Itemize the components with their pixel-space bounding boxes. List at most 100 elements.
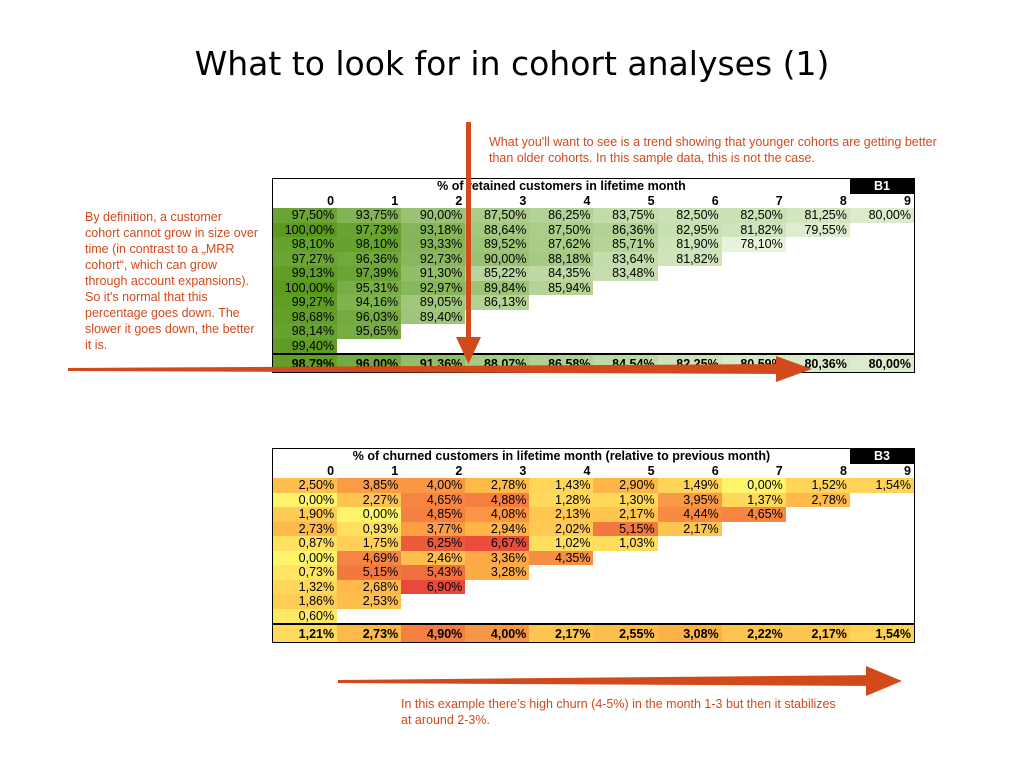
retention-cell: 85,22% xyxy=(465,266,530,281)
retention-cohort-row: 99,27% 94,16% 89,05% 86,13% xyxy=(273,295,914,310)
horizontal-arrow-head xyxy=(776,356,812,382)
churn-cell: 4,44% xyxy=(657,507,722,522)
retention-cell: 97,73% xyxy=(337,222,402,237)
retention-month-header: 1 xyxy=(391,193,399,208)
churn-cell: 5,15% xyxy=(593,521,658,536)
retention-cell: 82,50% xyxy=(657,208,722,223)
retention-cell: 86,13% xyxy=(465,295,530,310)
churn-cell: 1,02% xyxy=(529,536,594,551)
retention-cell: 85,94% xyxy=(529,280,594,295)
retention-month-header: 4 xyxy=(583,193,591,208)
churn-cell: 2,94% xyxy=(465,521,530,536)
churn-cell: 1,49% xyxy=(657,478,722,493)
note-cohort-definition: By definition, a customer cohort cannot … xyxy=(85,210,259,352)
churn-cohort-row: 0,73% 5,15% 5,43% 3,28% xyxy=(273,565,914,580)
retention-month-header: 5 xyxy=(647,193,655,208)
churn-badge: B3 xyxy=(849,449,914,464)
retention-cell: 78,10% xyxy=(721,237,786,252)
churn-cell: 1,75% xyxy=(337,536,402,551)
churn-cell: 0,73% xyxy=(273,565,338,580)
churn-average-cell: 4,00% xyxy=(465,623,530,642)
retention-cell: 81,82% xyxy=(657,251,722,266)
churn-cell: 3,77% xyxy=(401,521,466,536)
retention-cell: 83,48% xyxy=(593,266,658,281)
churn-cell: 1,37% xyxy=(721,492,786,507)
churn-average-cell: 2,73% xyxy=(337,623,402,642)
retention-cell: 93,33% xyxy=(401,237,466,252)
retention-cell: 88,64% xyxy=(465,222,530,237)
retention-cell: 100,00% xyxy=(273,222,338,237)
retention-cell: 86,36% xyxy=(593,222,658,237)
churn-month-header: 3 xyxy=(519,463,527,478)
churn-cell: 4,88% xyxy=(465,492,530,507)
churn-cell: 1,54% xyxy=(849,478,914,493)
churn-month-header: 0 xyxy=(327,463,335,478)
retention-cell: 96,36% xyxy=(337,251,402,266)
churn-average-cell: 2,22% xyxy=(721,623,786,642)
retention-cohort-row: 97,27% 96,36% 92,73% 90,00% 88,18% 83,64% 81,8… xyxy=(273,251,914,266)
retention-cell: 99,27% xyxy=(273,295,338,310)
horizontal-arrow-shaft xyxy=(68,364,790,374)
churn-cell: 2,78% xyxy=(465,478,530,493)
retention-month-header: 3 xyxy=(519,193,527,208)
retention-cell: 89,40% xyxy=(401,309,466,324)
churn-month-header: 5 xyxy=(647,463,655,478)
churn-cell: 2,27% xyxy=(337,492,402,507)
vertical-arrow-shaft xyxy=(466,122,471,347)
churn-cell: 4,85% xyxy=(401,507,466,522)
retention-cell: 97,39% xyxy=(337,266,402,281)
retention-cell: 83,75% xyxy=(593,208,658,223)
churn-cohort-row: 1,32% 2,68% 6,90% xyxy=(273,579,914,594)
churn-cell: 4,65% xyxy=(401,492,466,507)
churn-cell: 5,15% xyxy=(337,565,402,580)
churn-cell: 2,13% xyxy=(529,507,594,522)
churn-cell: 2,78% xyxy=(785,492,850,507)
retention-cell: 91,30% xyxy=(401,266,466,281)
churn-cell: 3,95% xyxy=(657,492,722,507)
churn-cell: 1,43% xyxy=(529,478,594,493)
retention-cell: 98,14% xyxy=(273,324,338,339)
churn-cell: 1,32% xyxy=(273,579,338,594)
note-high-churn: In this example there’s high churn (4-5%… xyxy=(401,697,836,727)
retention-cell: 81,82% xyxy=(721,222,786,237)
churn-cell: 4,65% xyxy=(721,507,786,522)
churn-cohort-row: 1,86% 2,53% xyxy=(273,594,914,609)
churn-cell: 1,30% xyxy=(593,492,658,507)
churn-cell: 3,85% xyxy=(337,478,402,493)
churn-cell: 1,86% xyxy=(273,594,338,609)
churn-month-header: 9 xyxy=(904,463,911,478)
retention-cell: 98,68% xyxy=(273,309,338,324)
churn-cell: 6,90% xyxy=(401,579,466,594)
churn-average-cell: 2,17% xyxy=(529,623,594,642)
churn-cell: 2,73% xyxy=(273,521,338,536)
churn-table: % of churned customers in lifetime month… xyxy=(272,448,915,643)
churn-cell: 0,00% xyxy=(721,478,786,493)
churn-cell: 2,02% xyxy=(529,521,594,536)
churn-cell: 1,52% xyxy=(785,478,850,493)
churn-cell: 2,17% xyxy=(657,521,722,536)
churn-cohort-row: 2,73% 0,93% 3,77% 2,94% 2,02% 5,15% 2,17% xyxy=(273,521,914,536)
churn-month-header: 6 xyxy=(711,463,719,478)
churn-average-cell: 1,21% xyxy=(273,623,338,642)
retention-cell: 99,40% xyxy=(273,338,338,354)
churn-cell: 4,35% xyxy=(529,550,594,565)
churn-cell: 1,28% xyxy=(529,492,594,507)
retention-cell: 100,00% xyxy=(273,280,338,295)
retention-caption: % of retained customers in lifetime mont… xyxy=(437,179,686,194)
retention-badge: B1 xyxy=(849,179,914,194)
churn-month-header: 4 xyxy=(583,463,591,478)
retention-cell: 87,50% xyxy=(529,222,594,237)
retention-month-header: 7 xyxy=(775,193,783,208)
retention-average-cell: 80,00% xyxy=(849,353,914,372)
churn-cell: 2,46% xyxy=(401,550,466,565)
retention-month-header: 0 xyxy=(327,193,335,208)
retention-cell: 80,00% xyxy=(849,208,914,223)
churn-cell: 0,00% xyxy=(337,507,402,522)
churn-cell: 1,03% xyxy=(593,536,658,551)
retention-cohort-row: 99,13% 97,39% 91,30% 85,22% 84,35% 83,48% xyxy=(273,266,914,281)
churn-cell: 0,60% xyxy=(273,608,338,624)
retention-cell: 97,27% xyxy=(273,251,338,266)
churn-cell: 4,69% xyxy=(337,550,402,565)
retention-cohort-row: 98,10% 98,10% 93,33% 89,52% 87,62% 85,71% 81,9… xyxy=(273,237,914,252)
retention-cell: 89,52% xyxy=(465,237,530,252)
